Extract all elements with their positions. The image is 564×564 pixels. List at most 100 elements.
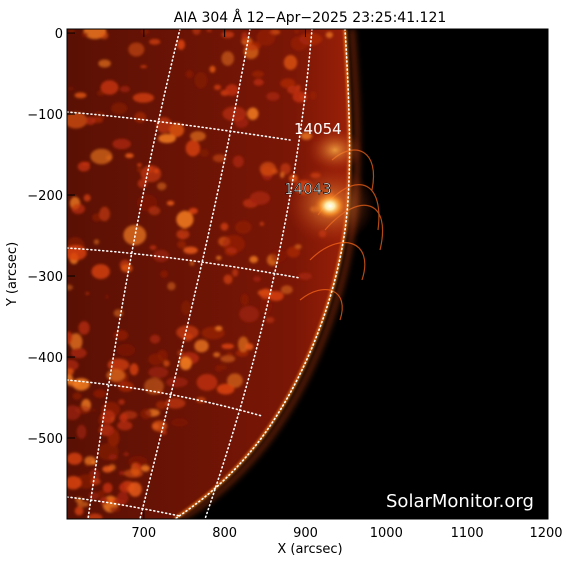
network-blob bbox=[149, 245, 157, 251]
network-blob bbox=[280, 285, 293, 295]
network-blob bbox=[99, 206, 110, 222]
network-blob bbox=[183, 246, 198, 254]
network-blob bbox=[141, 29, 150, 35]
network-blob bbox=[221, 31, 234, 39]
network-blob bbox=[160, 270, 169, 278]
network-blob bbox=[222, 106, 247, 122]
network-blob bbox=[74, 506, 84, 516]
solar-image bbox=[67, 29, 384, 519]
network-blob bbox=[67, 112, 88, 129]
network-blob bbox=[181, 300, 192, 316]
network-blob bbox=[67, 380, 81, 387]
network-blob bbox=[287, 85, 300, 94]
network-blob bbox=[90, 148, 113, 165]
network-blob bbox=[128, 482, 142, 497]
network-blob bbox=[298, 272, 312, 280]
network-blob bbox=[266, 92, 280, 101]
network-blob bbox=[223, 274, 233, 285]
network-blob bbox=[119, 413, 128, 422]
network-blob bbox=[77, 161, 91, 172]
network-blob bbox=[125, 153, 134, 159]
network-blob bbox=[116, 343, 136, 357]
network-blob bbox=[102, 482, 113, 494]
network-blob bbox=[113, 329, 129, 341]
network-blob bbox=[67, 368, 74, 375]
network-blob bbox=[247, 107, 259, 120]
network-blob bbox=[290, 36, 308, 51]
network-blob bbox=[221, 51, 234, 66]
network-blob bbox=[251, 70, 264, 78]
network-blob bbox=[67, 86, 74, 91]
network-blob bbox=[112, 138, 131, 150]
network-blob bbox=[215, 325, 223, 331]
network-blob bbox=[179, 356, 192, 370]
plot-frame bbox=[66, 28, 549, 520]
network-blob bbox=[72, 392, 82, 400]
network-blob bbox=[98, 59, 111, 68]
solar-disk bbox=[67, 29, 350, 519]
network-blob bbox=[280, 78, 296, 89]
network-blob bbox=[256, 29, 276, 46]
network-blob bbox=[109, 506, 121, 513]
network-blob bbox=[216, 383, 235, 395]
network-blob bbox=[214, 84, 221, 91]
network-blob bbox=[185, 70, 193, 79]
network-blob bbox=[81, 32, 89, 38]
network-blob bbox=[157, 349, 168, 362]
network-blob bbox=[148, 366, 169, 378]
network-blob bbox=[105, 294, 109, 300]
network-blob bbox=[221, 343, 234, 349]
network-blob bbox=[155, 400, 167, 410]
network-blob bbox=[225, 247, 237, 256]
network-blob bbox=[140, 408, 152, 420]
network-blob bbox=[140, 165, 162, 183]
network-blob bbox=[67, 284, 73, 291]
network-blob bbox=[244, 41, 261, 51]
network-blob bbox=[300, 132, 312, 140]
active-region-label-14054: 14054 bbox=[294, 120, 342, 138]
network-blob bbox=[196, 374, 218, 391]
network-blob bbox=[226, 352, 233, 357]
network-blob bbox=[292, 91, 308, 103]
network-blob bbox=[171, 418, 188, 427]
network-blob bbox=[241, 31, 249, 43]
y-tick-label: −100 bbox=[27, 108, 63, 123]
network-blob bbox=[99, 496, 109, 505]
network-blob bbox=[176, 325, 199, 340]
network-blob bbox=[87, 513, 103, 519]
network-blob bbox=[90, 478, 101, 485]
network-blob bbox=[188, 207, 198, 215]
y-tick-label: −300 bbox=[27, 270, 63, 285]
y-axis-label: Y (arcsec) bbox=[5, 242, 20, 307]
network-blob bbox=[212, 154, 226, 163]
network-blob bbox=[111, 102, 128, 115]
network-blob bbox=[166, 200, 175, 206]
network-blob bbox=[259, 161, 277, 176]
network-blob bbox=[67, 359, 79, 371]
network-blob bbox=[240, 293, 249, 306]
network-blob bbox=[265, 316, 275, 324]
network-blob bbox=[217, 364, 228, 370]
network-blob bbox=[157, 182, 167, 191]
network-blob bbox=[102, 465, 113, 473]
network-blob bbox=[185, 140, 201, 157]
solarmonitor-watermark: SolarMonitor.org bbox=[386, 491, 534, 512]
network-blob bbox=[235, 220, 252, 234]
network-blob bbox=[70, 347, 87, 359]
network-blob bbox=[309, 91, 317, 100]
network-blob bbox=[71, 203, 85, 214]
network-blob bbox=[192, 29, 201, 35]
network-blob bbox=[153, 249, 170, 263]
x-tick-label: 1100 bbox=[451, 526, 484, 541]
network-blob bbox=[286, 246, 300, 258]
network-blob bbox=[119, 470, 125, 476]
network-blob bbox=[182, 227, 187, 232]
network-blob bbox=[196, 397, 206, 403]
x-tick-label: 900 bbox=[293, 526, 318, 541]
network-blob bbox=[141, 465, 151, 472]
network-blob bbox=[134, 463, 142, 467]
limb-halo bbox=[178, 29, 361, 519]
network-blob bbox=[119, 85, 130, 93]
network-blob bbox=[113, 498, 121, 505]
